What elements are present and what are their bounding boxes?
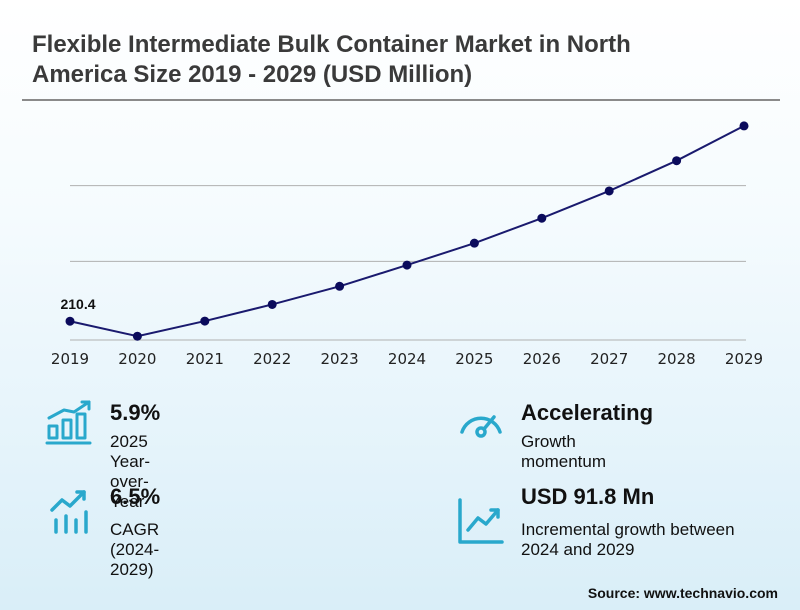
data-point (335, 281, 345, 291)
data-point (537, 213, 547, 223)
series-line (69, 124, 745, 338)
data-point (469, 238, 479, 248)
data-point (132, 331, 142, 341)
data-point (604, 186, 614, 196)
stat-incremental-label: Incremental growth between 2024 and 2029 (521, 520, 735, 559)
stat-cagr-label: CAGR (2024-2029) (110, 520, 160, 579)
x-axis: 2019 2020 2021 2022 2023 2024 2025 2026 2027 2028… (51, 350, 763, 368)
stat-yoy-value: 5.9% (110, 400, 161, 425)
stat-cagr-value: 6.5% (110, 484, 161, 509)
stat-momentum-label: Growth momentum (521, 432, 607, 471)
data-point (65, 316, 75, 326)
stat-incremental-value: USD 91.8 Mn (521, 484, 655, 509)
data-point (672, 156, 682, 166)
x-tick-label: 2023 (321, 350, 359, 368)
data-point (739, 121, 749, 131)
x-tick-label: 2028 (658, 350, 696, 368)
speedometer-icon (460, 415, 502, 438)
x-tick-label: 2029 (725, 350, 763, 368)
series-line-layer (69, 124, 745, 338)
x-tick-label: 2027 (590, 350, 628, 368)
source-credit: Source: www.technavio.com (587, 585, 778, 601)
stat-yoy-label: 2025 Year-over-Year (110, 432, 151, 511)
data-point (267, 299, 277, 309)
data-point (200, 316, 210, 326)
data-label: 210.4 (60, 296, 95, 312)
data-points (65, 121, 749, 341)
x-tick-label: 2022 (253, 350, 291, 368)
x-tick-label: 2025 (455, 350, 493, 368)
title-divider (22, 99, 780, 101)
x-tick-label: 2021 (186, 350, 224, 368)
line-chart: 2019 2020 2021 2022 2023 2024 2025 2026 2027 2028… (51, 121, 763, 368)
trend-bars-icon (50, 490, 88, 534)
data-labels: 210.4 (60, 296, 95, 312)
x-tick-label: 2020 (118, 350, 156, 368)
chart-up-icon (458, 498, 504, 544)
stat-momentum-value: Accelerating (521, 400, 654, 425)
bar-growth-icon (45, 400, 92, 445)
x-tick-label: 2026 (523, 350, 561, 368)
data-point (402, 260, 412, 270)
x-tick-label: 2024 (388, 350, 426, 368)
x-tick-label: 2019 (51, 350, 89, 368)
chart-title: Flexible Intermediate Bulk Container Mar… (32, 31, 631, 88)
